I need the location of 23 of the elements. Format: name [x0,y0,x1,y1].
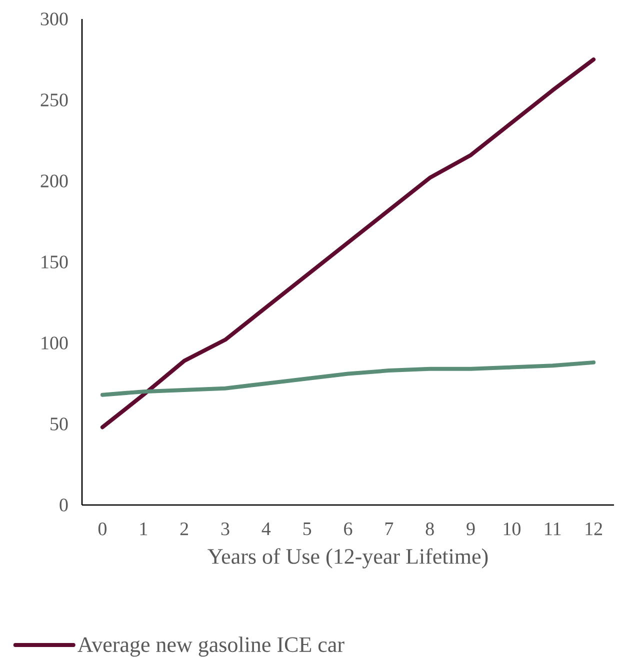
line-series [100,57,596,430]
y-tick-label: 150 [42,256,68,268]
y-tick-label: 250 [40,94,68,106]
x-tick-label: 2 [180,522,188,536]
x-tick-label: 3 [221,522,230,536]
x-tick-label: 0 [98,522,106,536]
x-tick-label: 1 [140,522,147,536]
x-axis-title: Years of Use (12-year Lifetime) [208,548,488,568]
x-tick-label: 7 [385,522,394,535]
x-tick-label: 10 [504,522,520,536]
y-tick-label: 100 [42,336,68,350]
legend-label: Average new gasoline ICE car [78,636,344,657]
x-tick-label: 9 [466,522,475,536]
y-tick-label: 0 [60,498,68,512]
y-tick-label: 300 [40,12,68,26]
x-tick-label: 11 [545,522,561,536]
x-tick-label: 12 [586,522,602,536]
y-tick-label: 200 [40,174,68,188]
x-tick-label: 8 [426,522,434,536]
x-tick-label: 4 [262,522,271,536]
y-tick-label: 50 [50,418,68,430]
x-tick-label: 6 [344,522,352,536]
x-tick-label: 5 [303,522,312,536]
